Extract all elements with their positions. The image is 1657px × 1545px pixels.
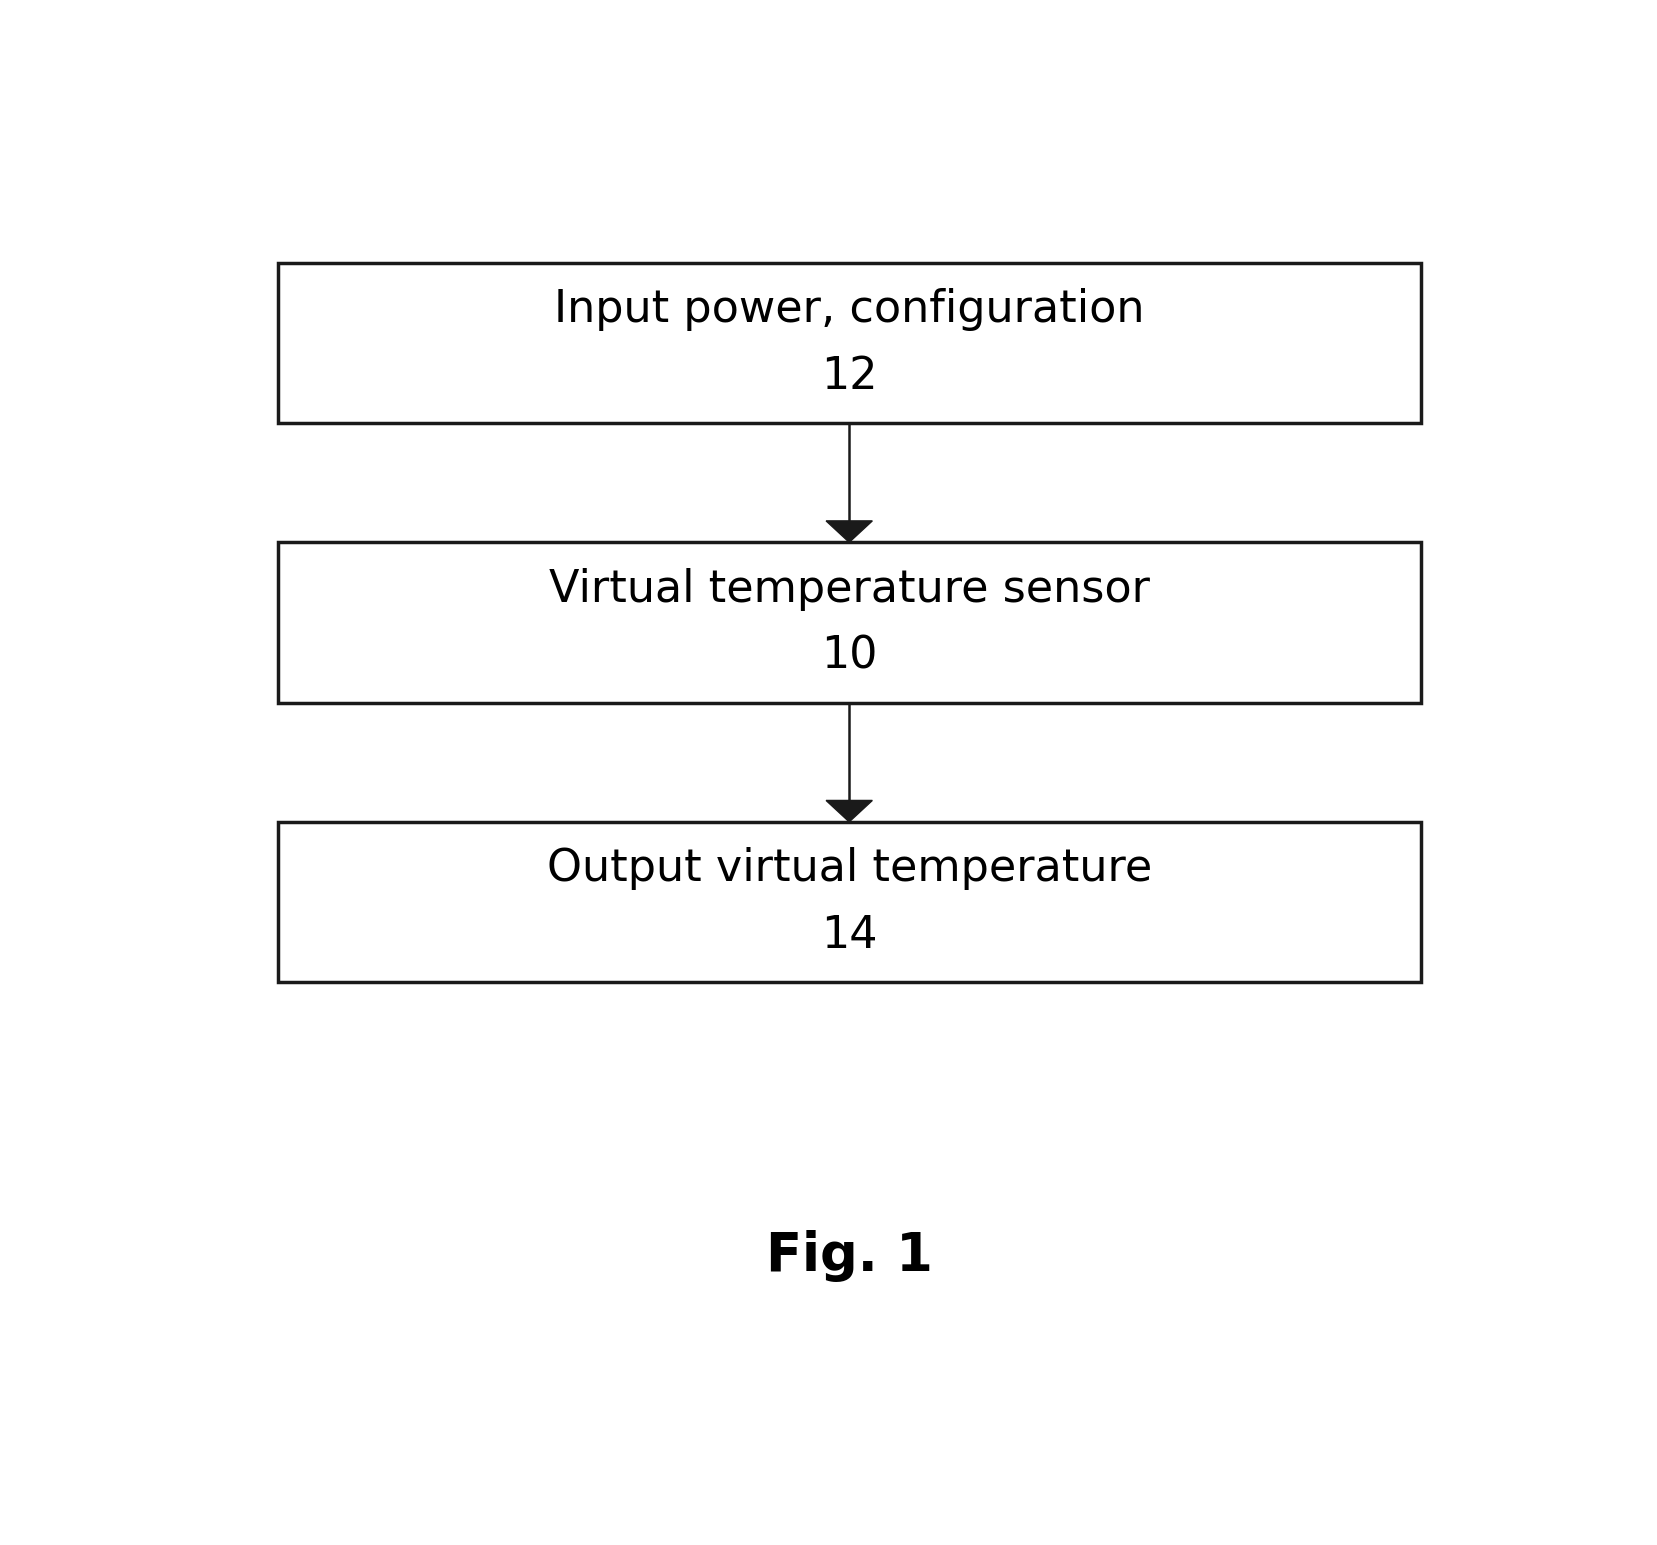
Text: 10: 10 (820, 635, 878, 677)
Text: Input power, configuration: Input power, configuration (553, 289, 1145, 331)
Text: 12: 12 (820, 355, 878, 399)
Bar (278, 542, 1420, 703)
Text: Virtual temperature sensor: Virtual temperature sensor (548, 567, 1150, 610)
Polygon shape (827, 800, 872, 822)
Text: Output virtual temperature: Output virtual temperature (547, 847, 1152, 890)
Bar (278, 263, 1420, 423)
Bar (278, 822, 1420, 983)
Text: Fig. 1: Fig. 1 (766, 1230, 933, 1282)
Polygon shape (827, 521, 872, 542)
Text: 14: 14 (820, 915, 878, 956)
